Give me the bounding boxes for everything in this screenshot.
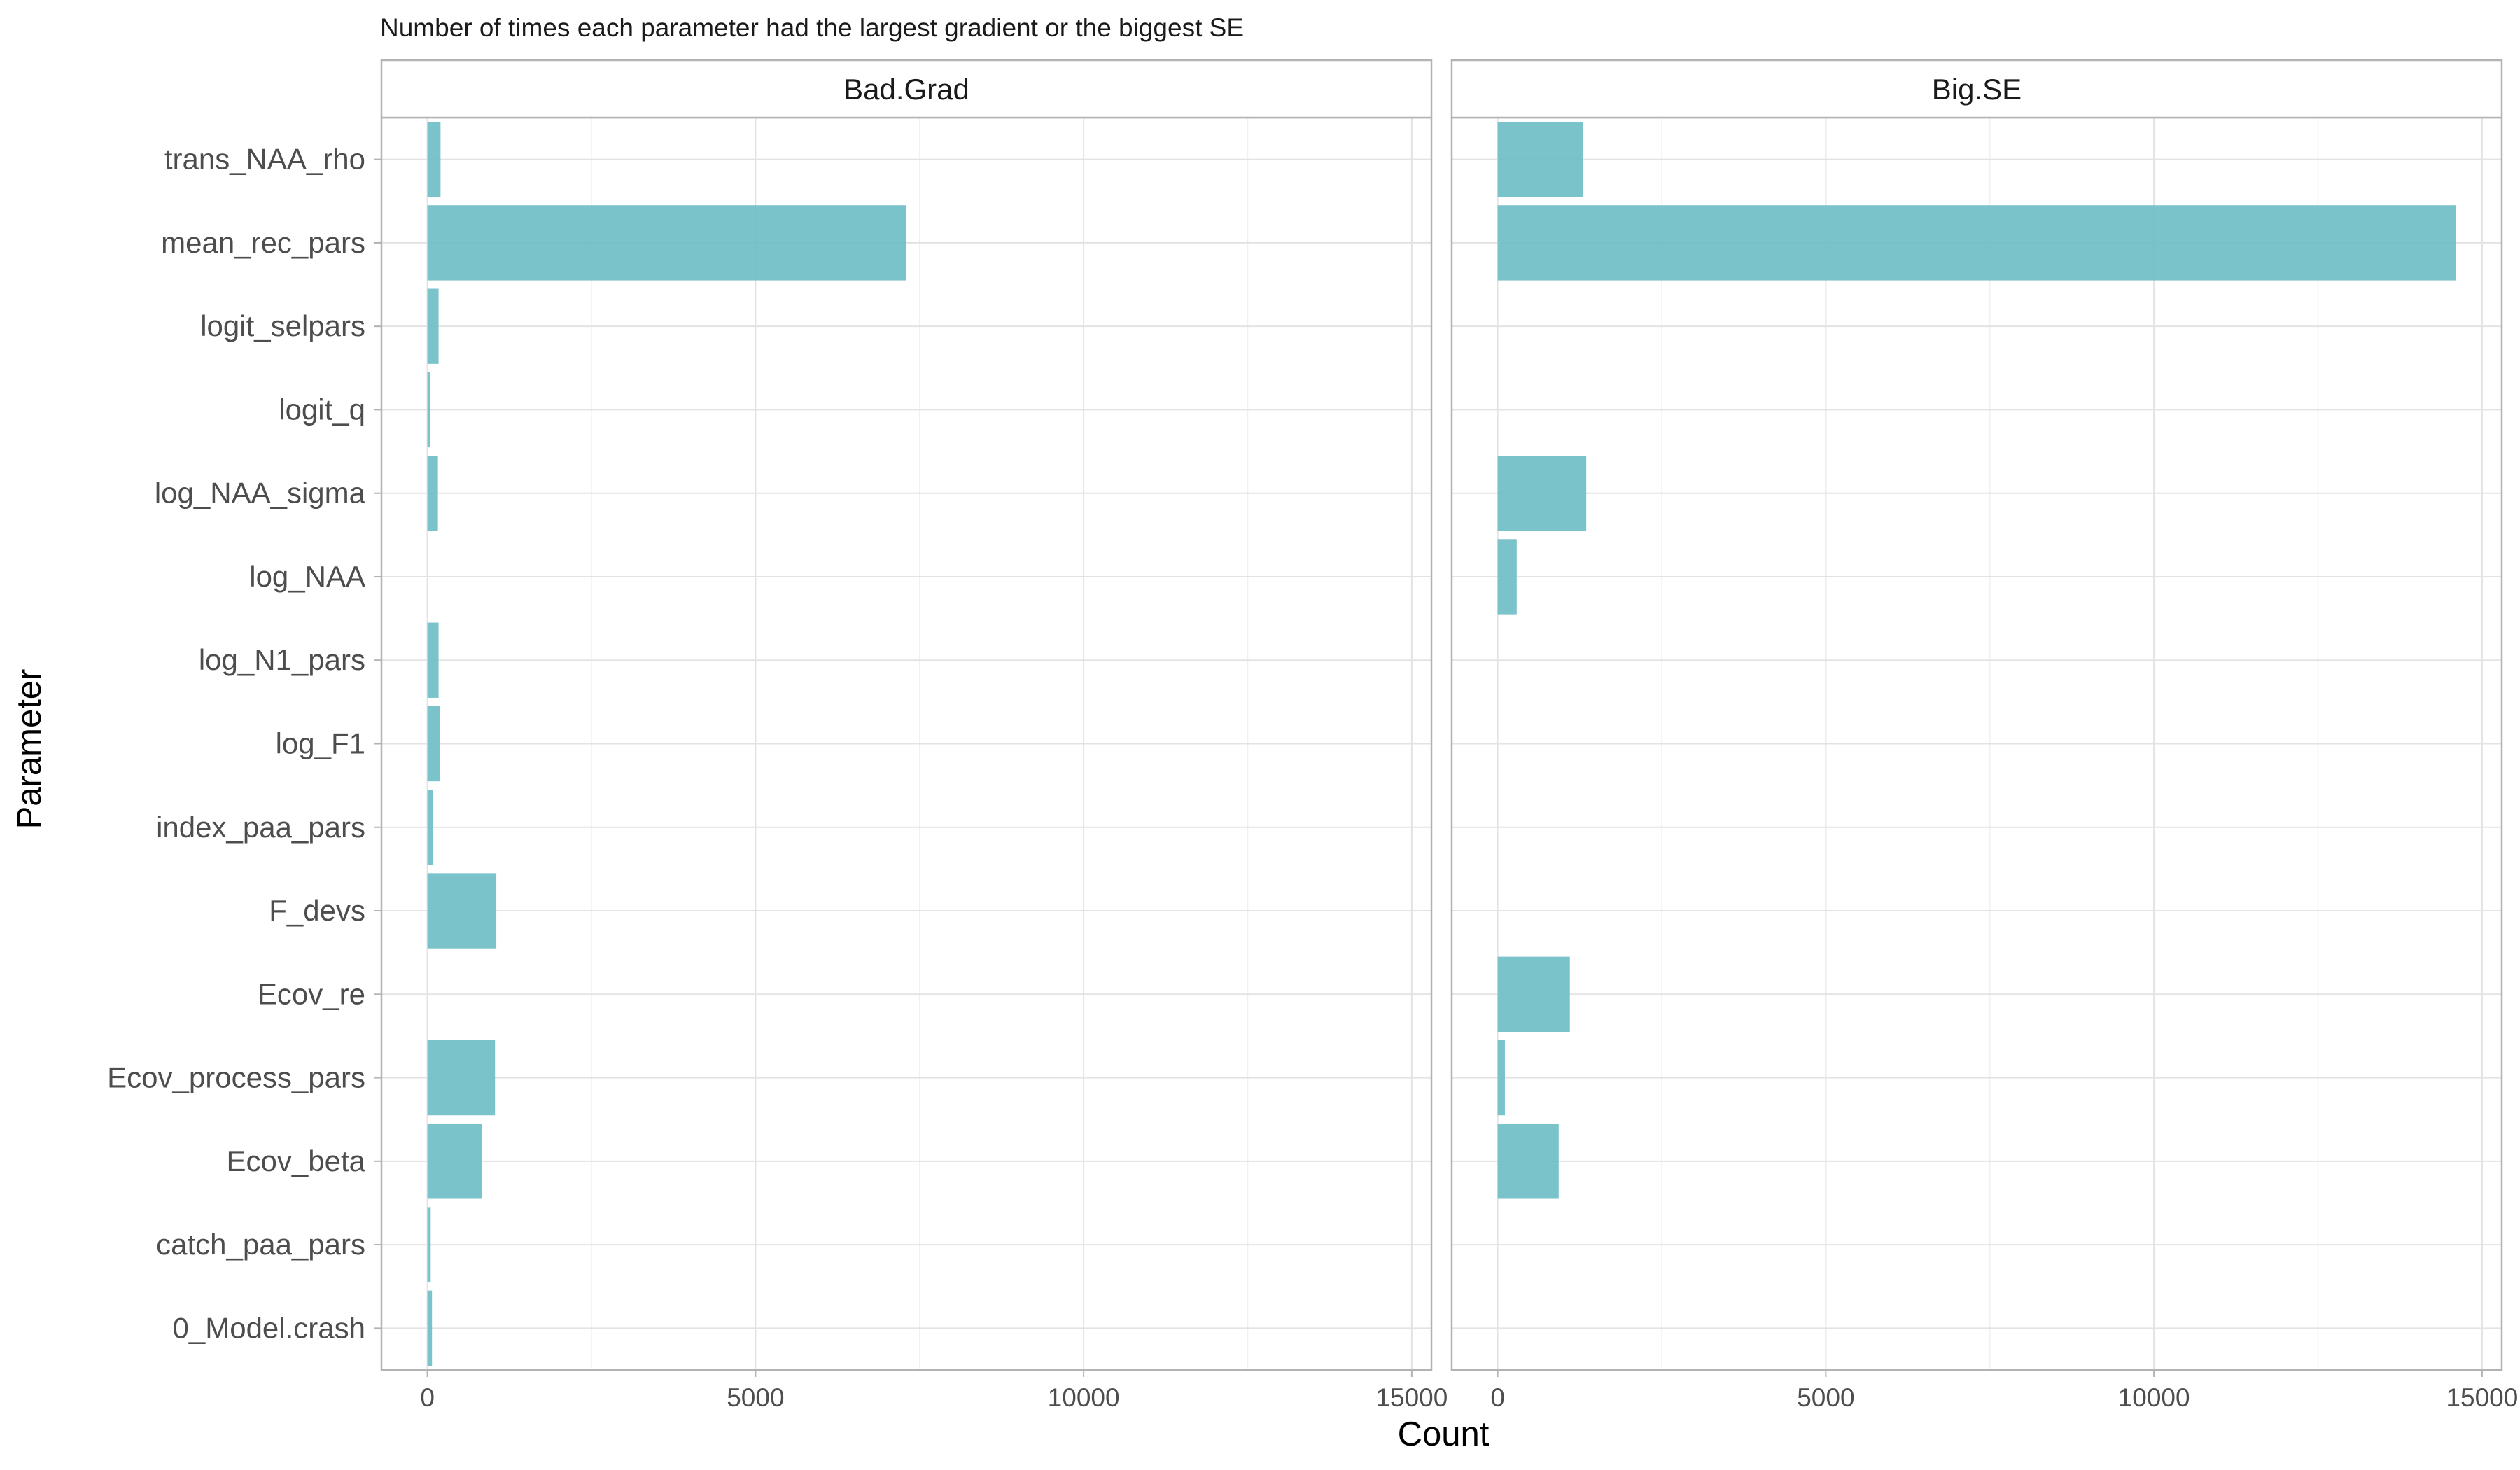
bar-Big.SE-Ecov_re <box>1497 956 1570 1032</box>
y-tick-label: index_paa_pars <box>156 811 365 844</box>
bar-Big.SE-Ecov_beta <box>1497 1124 1559 1199</box>
y-category-labels: trans_NAA_rho mean_rec_pars logit_selparsl… <box>107 143 382 1344</box>
facet-panel-2: Big.SE 0 5000 10000 15000 <box>1450 59 2518 1412</box>
facet-strip-label: Big.SE <box>1932 73 2022 106</box>
bar-Bad.Grad-log_NAA_sigma <box>427 456 438 531</box>
chart-title: Number of times each parameter had the l… <box>380 13 1244 42</box>
bar-Bad.Grad-log_N1_pars <box>427 622 439 698</box>
bar-Bad.Grad-F_devs <box>427 873 497 948</box>
bar-Bad.Grad-catch_paa_pars <box>427 1207 431 1282</box>
bar-Bad.Grad-index_paa_pars <box>427 790 433 865</box>
facet-strip-label: Bad.Grad <box>844 73 969 106</box>
y-tick-label: log_F1 <box>276 727 365 760</box>
y-tick-label: trans_NAA_rho <box>164 143 365 176</box>
y-tick-label: mean_rec_pars <box>161 226 365 259</box>
bar-Bad.Grad-Ecov_process_pars <box>427 1040 496 1116</box>
x-tick-label: 15000 <box>1376 1383 1448 1412</box>
bar-Bad.Grad-Ecov_beta <box>427 1124 482 1199</box>
bar-Big.SE-mean_rec_pars <box>1497 205 2456 281</box>
bar-Big.SE-trans_NAA_rho <box>1497 121 1583 197</box>
bar-Bad.Grad-trans_NAA_rho <box>427 121 441 197</box>
y-axis-title: Parameter <box>10 669 48 830</box>
facet-panels: Bad.Grad 0 5000 10000 15000 Big.SE 0 5000 10000 1… <box>380 59 2518 1412</box>
facet-strip <box>380 59 1433 119</box>
y-tick-label: Ecov_process_pars <box>107 1061 365 1094</box>
y-tick-label: Ecov_re <box>258 977 365 1010</box>
x-tick-label: 15000 <box>2446 1383 2518 1412</box>
x-tick-label: 0 <box>420 1383 435 1412</box>
bar-Bad.Grad-log_F1 <box>427 706 440 782</box>
y-tick-label: Ecov_beta <box>227 1144 366 1177</box>
y-tick-label: logit_selpars <box>200 309 365 342</box>
y-tick-label: catch_paa_pars <box>156 1228 365 1261</box>
y-tick-label: logit_q <box>279 393 365 426</box>
x-tick-label: 10000 <box>1048 1383 1120 1412</box>
bar-Big.SE-log_NAA <box>1497 539 1517 615</box>
y-tick-label: F_devs <box>269 894 365 927</box>
x-tick-label: 5000 <box>1797 1383 1854 1412</box>
x-tick-label: 0 <box>1490 1383 1505 1412</box>
y-tick-label: log_NAA_sigma <box>155 477 366 510</box>
facet-strip <box>1450 59 2503 119</box>
y-tick-label: log_N1_pars <box>199 643 365 676</box>
bar-Bad.Grad-0_Model.crash <box>427 1290 433 1366</box>
x-tick-label: 10000 <box>2118 1383 2190 1412</box>
x-tick-label: 5000 <box>727 1383 784 1412</box>
bar-Bad.Grad-logit_q <box>427 372 430 448</box>
bar-Bad.Grad-mean_rec_pars <box>427 205 906 281</box>
facet-panel-1: Bad.Grad 0 5000 10000 15000 <box>380 59 1448 1412</box>
y-tick-label: 0_Model.crash <box>173 1311 365 1344</box>
bar-Big.SE-log_NAA_sigma <box>1497 456 1587 531</box>
bar-Big.SE-Ecov_process_pars <box>1497 1040 1505 1116</box>
bar-Bad.Grad-logit_selpars <box>427 288 439 364</box>
y-tick-label: log_NAA <box>249 560 365 593</box>
x-axis-title: Count <box>1398 1415 1490 1453</box>
